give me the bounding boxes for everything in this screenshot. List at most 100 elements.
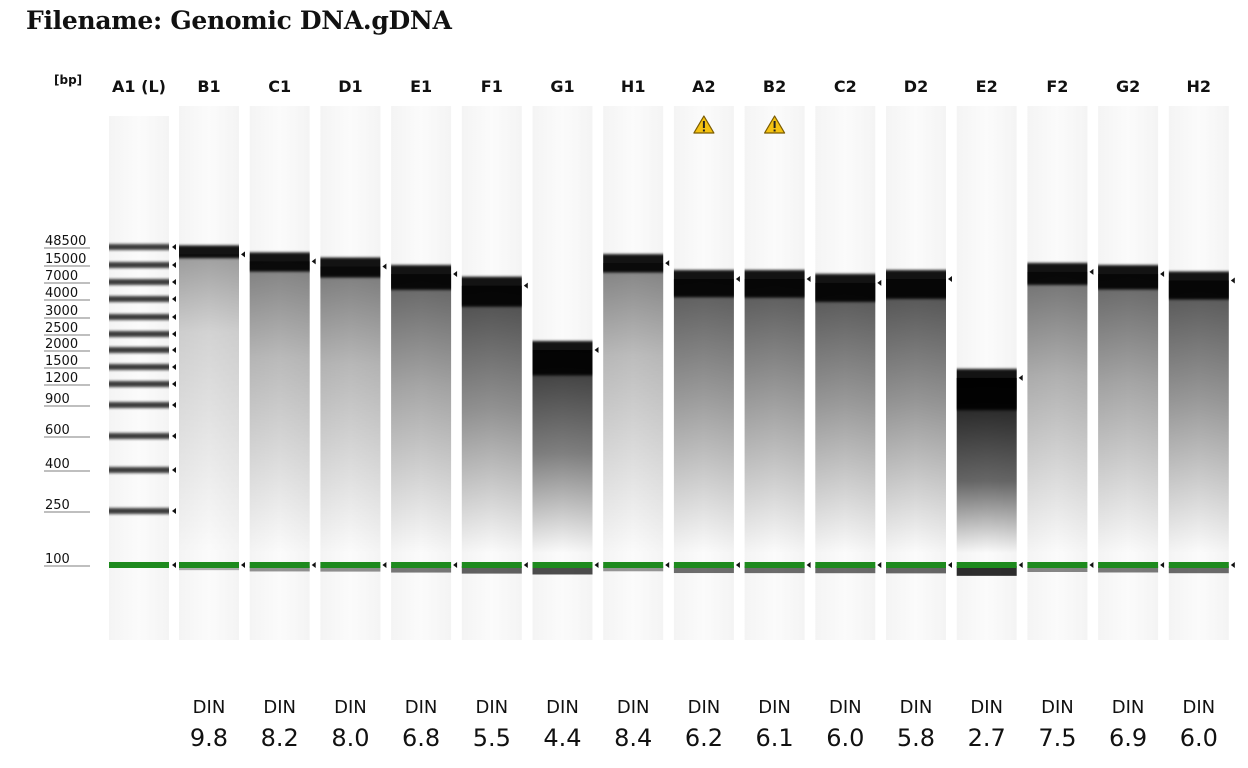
sample-lane-f1: F1 DIN 5.5 [461,77,528,752]
peak-marker [594,347,599,353]
peak-marker [665,562,670,568]
lane-label: D1 [338,77,362,96]
peak-marker [453,271,458,278]
sample-peak-band [815,273,876,302]
peak-marker [948,276,952,283]
marker-shadow [391,566,452,573]
peak-marker [172,331,176,337]
din-value: 6.8 [402,724,440,752]
sample-lane-h2: H2 DIN 6.0 [1168,77,1235,752]
sample-peak-band [744,270,805,298]
ladder-size-label: 100 [45,552,70,567]
din-value: 2.7 [968,724,1006,752]
marker-shadow [956,566,1017,576]
ladder-band [109,508,169,514]
sample-smear [1098,274,1159,553]
ladder-size-label: 4000 [45,286,78,301]
din-label: DIN [334,697,367,718]
peak-marker [172,296,176,302]
sample-lane-b2: B2 DIN 6.1 [744,77,811,752]
sample-peak-band [1168,271,1229,300]
marker-shadow [532,566,593,575]
marker-shadow [815,566,876,574]
lane-label: D2 [904,77,928,96]
sample-peak-band [179,245,239,259]
din-label: DIN [546,697,579,718]
lane-label: F1 [481,77,503,96]
ladder-band [109,402,169,408]
peak-marker [806,562,811,568]
lane-label: G2 [1116,77,1140,96]
lane-label: C2 [834,77,857,96]
din-label: DIN [263,697,296,718]
peak-marker [382,263,387,270]
din-label: DIN [829,697,862,718]
marker-band [179,562,239,568]
marker-shadow [1098,566,1159,573]
peak-marker [877,562,882,568]
marker-band [886,562,946,568]
peak-marker [1018,374,1023,381]
sample-peak-band [320,257,381,278]
peak-marker [735,562,740,568]
marker-band [1027,562,1088,568]
sample-lane-d2: D2 DIN 5.8 [886,77,952,752]
sample-lane-f2: F2 DIN 7.5 [1027,77,1094,752]
sample-smear [320,266,381,553]
peak-marker [241,562,245,568]
ladder-band [109,467,169,473]
din-value: 6.0 [826,724,864,752]
marker-band [744,562,805,568]
din-label: DIN [900,697,933,718]
sample-lane-h1: H1 DIN 8.4 [603,77,670,752]
sample-lane-c1: C1 DIN 8.2 [249,77,316,752]
din-value: 6.1 [756,724,794,752]
sample-peak-band [1098,265,1159,290]
ladder-size-label: 48500 [45,234,86,249]
ladder-band [109,314,169,320]
lane-label: C1 [268,77,291,96]
peak-marker [1230,562,1235,568]
marker-band [603,562,664,568]
sample-smear [1168,280,1229,553]
peak-marker [453,562,458,568]
peak-marker [172,562,176,568]
peak-marker [172,244,176,250]
sample-lane-b1: B1 DIN 9.8 [179,77,245,752]
marker-band [109,562,169,568]
sample-smear [673,279,734,553]
ladder-band [109,331,169,337]
peak-marker [1018,562,1023,568]
warning-icon-dot [773,129,776,132]
sample-peak-band [673,270,734,298]
din-label: DIN [758,697,791,718]
peak-marker [594,562,599,568]
peak-marker [311,562,316,568]
din-value: 7.5 [1038,724,1076,752]
ladder-size-label: 250 [45,498,70,513]
ladder-band [109,364,169,370]
din-value: 9.8 [190,724,228,752]
peak-marker [172,347,176,353]
peak-marker [1160,271,1165,278]
sample-peak-band [532,341,593,376]
ladder-size-label: 400 [45,457,70,472]
peak-marker [382,562,387,568]
sample-smear [744,279,805,553]
ladder-band [109,244,169,250]
size-unit-label: [bp] [54,73,82,87]
sample-lane-e2: E2 DIN 2.7 [956,77,1023,752]
lane-label: E1 [410,77,432,96]
sample-peak-band [461,276,522,307]
din-label: DIN [405,697,438,718]
lane-label: H1 [621,77,646,96]
din-value: 6.0 [1180,724,1218,752]
din-label: DIN [475,697,508,718]
ladder-size-label: 900 [45,392,70,407]
marker-shadow [320,566,381,572]
marker-shadow [1168,566,1229,574]
marker-band [320,562,381,568]
sample-lane-d1: D1 DIN 8.0 [320,77,387,752]
lane-label: A2 [692,77,716,96]
